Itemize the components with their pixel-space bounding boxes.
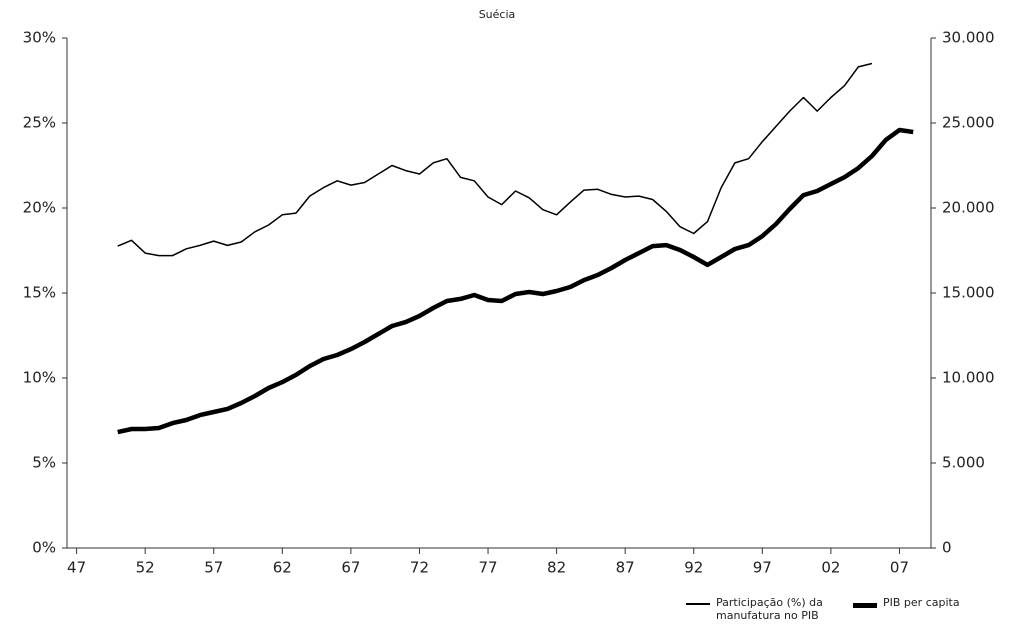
y2-tick-label: 20.000 <box>942 199 995 217</box>
legend-item: Participação (%) da manufatura no PIB <box>686 596 866 622</box>
y-tick-label: 25% <box>23 114 56 132</box>
x-tick-label: 62 <box>273 559 292 577</box>
legend-swatch <box>686 603 710 605</box>
x-tick-label: 52 <box>136 559 155 577</box>
y2-tick-label: 30.000 <box>942 29 995 47</box>
y-tick-label: 15% <box>23 284 56 302</box>
x-tick-label: 72 <box>410 559 429 577</box>
x-tick-label: 57 <box>204 559 223 577</box>
legend-label: Participação (%) da manufatura no PIB <box>716 596 823 622</box>
y2-tick-label: 10.000 <box>942 369 995 387</box>
legend-item: PIB per capita <box>853 596 1003 609</box>
chart-title: Suécia <box>479 8 516 21</box>
x-tick-label: 67 <box>341 559 360 577</box>
y-tick-label: 0% <box>32 539 56 557</box>
x-tick-label: 02 <box>821 559 840 577</box>
x-tick-label: 77 <box>478 559 497 577</box>
x-tick-label: 87 <box>616 559 635 577</box>
y-tick-label: 5% <box>32 454 56 472</box>
legend-swatch <box>853 603 877 608</box>
legend-label: PIB per capita <box>883 596 960 609</box>
y-tick-label: 20% <box>23 199 56 217</box>
series-line <box>117 62 873 257</box>
x-tick-label: 82 <box>547 559 566 577</box>
y2-tick-label: 0 <box>942 539 952 557</box>
y2-tick-label: 5.000 <box>942 454 985 472</box>
y2-tick-label: 15.000 <box>942 284 995 302</box>
y-tick-label: 10% <box>23 369 56 387</box>
x-tick-label: 92 <box>684 559 703 577</box>
chart: Suécia 0% 5% 10% 15% 20% 25% 30% 0 5.000 10.000 15… <box>23 8 995 577</box>
series-line <box>117 127 914 435</box>
x-tick-label: 47 <box>67 559 86 577</box>
x-tick-label: 97 <box>753 559 772 577</box>
x-tick-label: 07 <box>890 559 909 577</box>
y-tick-label: 30% <box>23 29 56 47</box>
y2-tick-label: 25.000 <box>942 114 995 132</box>
